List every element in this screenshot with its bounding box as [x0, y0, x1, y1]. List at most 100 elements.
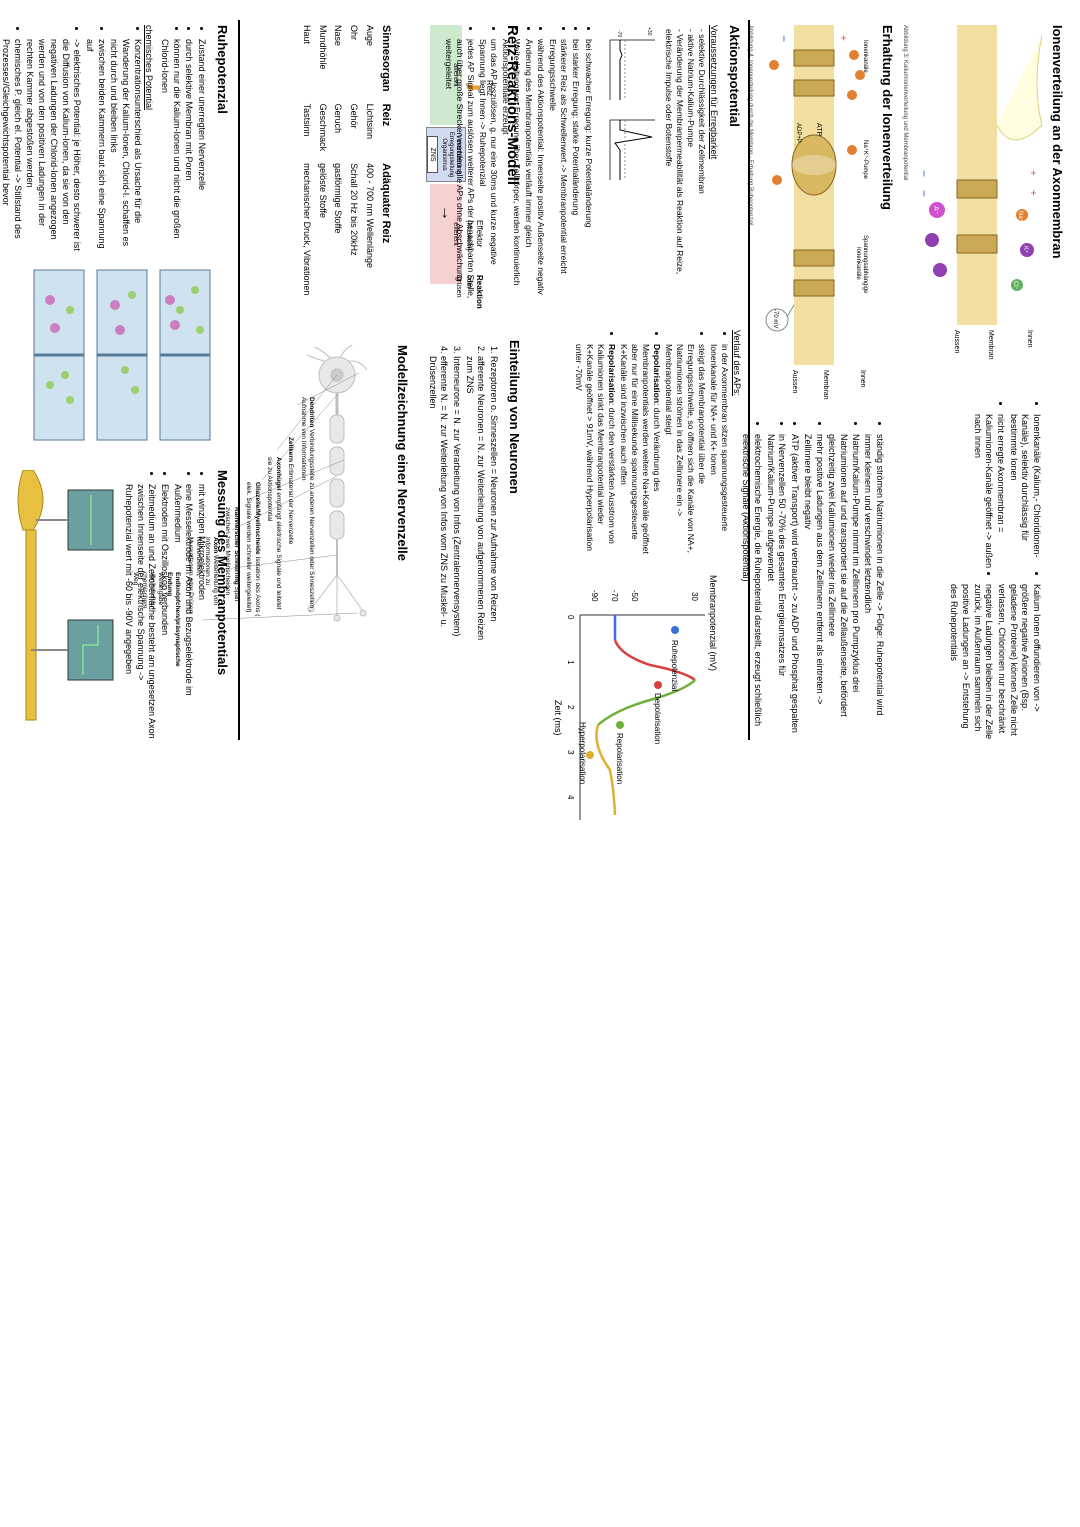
mess-item: Zeitmedium an und Zelloberfläche besteht… [122, 484, 157, 740]
list-erhalt: ständig strömen Natriumionen in die Zell… [740, 420, 885, 740]
lbl-membran2: Membran [821, 370, 830, 400]
svg-text:-50: -50 [630, 590, 639, 602]
th-organ: Sinnesorgan [377, 25, 395, 104]
erhalt-item: ständig strömen Natriumionen in die Zell… [862, 434, 885, 740]
svg-text:Spannungsabhängige: Spannungsabhängige [862, 235, 868, 294]
ruhe-svg [20, 260, 220, 450]
lbl-zk-d: Erbmaterial der Nervenzelle [287, 464, 294, 545]
svg-text:-90: -90 [590, 590, 599, 602]
list-verlauf: in der Axonmembran sitzen spannungsgeste… [573, 330, 731, 560]
svg-text:Depolarisation: Depolarisation [653, 693, 662, 744]
mess-item: mit winzigen Mikroelektroden [195, 484, 207, 740]
ein-item: Rezeptoren o. Sinneszellen = Neuronen zu… [487, 356, 499, 650]
table-row: OhrGehörSchall 20 Hz bis 20kHz [345, 25, 361, 308]
ak-item: jedes AP Signal zum auslösen weiterer AP… [443, 39, 476, 305]
lbl-dend-d: Verbindungsstelle zu anderen Nervenzelle… [300, 397, 315, 612]
ionen-item: Kalium Ionen offundieren von -> größere … [995, 584, 1042, 740]
chem-item: zwischen beiden Kammern baut sich eine S… [83, 39, 106, 255]
svg-text:+: + [1027, 170, 1038, 176]
svg-text:Zeit (ms): Zeit (ms) [553, 700, 563, 736]
svg-text:−: − [917, 190, 931, 197]
svg-text:+30: +30 [646, 27, 652, 36]
vor-title: Voraussetzungen für Erregbarkeit [709, 25, 719, 159]
ionen-item: negative Ladungen bleiben in der Zelle z… [948, 584, 995, 740]
ak-item: bei starker Erregung: starke Potentialän… [570, 39, 581, 305]
chem-item: chemisches P. gleich el. Potential -> St… [0, 39, 23, 255]
verlauf-title: Verlauf des APs: [732, 330, 742, 396]
lbl-ah: Axonhügel [275, 457, 282, 491]
ionen-item: nicht erregte Axonmembran = Kaliumionen-… [971, 414, 1006, 570]
lbl-dep: Depolarisation [652, 344, 662, 403]
th-reiz: Reiz [377, 104, 395, 164]
svg-text:Hyperpolarisation: Hyperpolarisation [578, 722, 587, 784]
svg-text:30: 30 [690, 592, 699, 601]
svg-text:−: − [917, 170, 931, 177]
sec-einteilung: Einteilung von Neuronen Rezeptoren o. Si… [425, 340, 522, 650]
svg-text:ATP: ATP [815, 123, 822, 136]
ionen-right-list: Ionenkanäle (Kalium,- Chloridionen-Kanäl… [944, 400, 1043, 740]
svg-text:3: 3 [566, 750, 575, 755]
list-chem: Konzentrationsunterschied als Ursache fü… [0, 25, 143, 255]
table-sinne: SinnesorganReizAdäquater Reiz AugeLichts… [298, 25, 395, 308]
list-einteilung: Rezeptoren o. Sinneszellen = Neuronen zu… [426, 340, 499, 650]
svg-text:+: + [837, 35, 848, 41]
mv-chart-svg: Membranpotenzial (mV) 30 -50 -70 -90 012… [550, 570, 720, 830]
lbl-membran: Membran [986, 330, 995, 360]
svg-text:1: 1 [566, 660, 575, 665]
svg-text:Na⁺K⁺-Pumpe: Na⁺K⁺-Pumpe [862, 140, 869, 180]
hr2 [748, 20, 750, 740]
ak-item: stärkerer Reiz als Schwellenwert -> Memb… [547, 39, 569, 305]
hr [238, 20, 240, 740]
title-ruhe: Ruhepotenzial [213, 25, 230, 255]
svg-text:-70: -70 [610, 590, 619, 602]
title-messung: Messung des Membranpotentials [213, 470, 230, 740]
mini-chart-svg: +30-70 [600, 25, 660, 185]
erhalt-svg: ATP ADP+P -70 mV Ionenkanäle Na⁺K⁺-Pumpe… [757, 25, 872, 365]
title-ionen: Ionenverteilung an der Axonmembran [1048, 25, 1065, 745]
chem-item: Konzentrationsunterschied als Ursache fü… [108, 39, 143, 255]
lbl-dend: Dendriten [308, 397, 315, 427]
lbl-innen: Innen [1025, 330, 1034, 360]
vl-item: in der Axonmembran sitzen spannungsgeste… [708, 344, 730, 560]
svg-text:Ruhepotenzial: Ruhepotenzial [670, 640, 679, 691]
mv-chart: Membranpotenzial (mV) 30 -50 -70 -90 012… [546, 570, 720, 750]
vor-item: - selektive Durchlässigkeit der Zellmemb… [696, 29, 707, 305]
svg-text:-70 mV: -70 mV [772, 309, 778, 328]
list-ionen: Ionenkanäle (Kalium,- Chloridionen-Kanäl… [948, 400, 1043, 740]
svg-text:+: + [1027, 190, 1038, 196]
mess-item: Elektroden mit Oszilloskop verbunden [158, 484, 170, 740]
side-labels-1: Innen Membran Aussen [952, 330, 1034, 360]
svg-text:ADP+P: ADP+P [795, 123, 801, 143]
sec-ruhe: Ruhepotenzial Zustand einer unerregten N… [0, 25, 230, 255]
ruhe-item: durch selektive Membran mit Poren [183, 39, 195, 255]
lbl-rep: Repolarisation [607, 344, 617, 403]
erhalt-list: ständig strömen Natriumionen in die Zell… [736, 420, 885, 740]
ionen-fig1: Na⁺ K⁺ Cl⁻ A⁻ ++ −− Abbildung 3: Kaliumi… [901, 25, 1042, 335]
ak-item: bei schwacher Erregung: kurze Potentialä… [583, 39, 594, 305]
mess-item: eine Messelektrode im Axon und Bezugsele… [171, 484, 194, 740]
sec-ionen: Ionenverteilung an der Axonmembran [1042, 25, 1065, 745]
erhalt-item: elektrochemische Energie, die Ruhepotent… [740, 434, 763, 740]
ein-item: efferente N. = N. zur Weiterleitung von … [426, 356, 449, 650]
ak-item: Weiterleitung von Erregung über Zellkörp… [500, 39, 522, 305]
vor-item: - aktive Natrium-Kalium-Pumpe [685, 29, 696, 305]
table-row: NaseGeruchgasförmige Stoffe [330, 25, 346, 308]
list-ruhe: Zustand einer unerregten Nervenzelle dur… [158, 25, 207, 255]
svg-text:Repolarisation: Repolarisation [615, 733, 624, 784]
ein-item: Interneurone = N. zur Verarbeitung von I… [450, 356, 462, 650]
title-aktion: Aktionspotential [725, 25, 742, 305]
lbl-zns: ZNS [427, 136, 438, 173]
figlabel-1: Abbildung 3: Kaliumionenverteilung und M… [901, 25, 909, 335]
vor-list: - selektive Durchlässigkeit der Zellmemb… [663, 25, 707, 305]
ruhe-item: können nur die Kalium-Ionen und nicht di… [158, 39, 181, 255]
sec-verlauf: Verlauf des APs: in der Axonmembran sitz… [569, 330, 742, 560]
svg-text:0: 0 [566, 615, 575, 620]
title-modell: Modellzeichnung einer Nervenzelle [393, 345, 410, 745]
table-row: AugeLichtsinn400 - 700 nm Wellenlänge [361, 25, 377, 308]
list-aktion: bei schwacher Erregung: kurze Potentialä… [443, 25, 594, 305]
ionen-item: Ionenkanäle (Kalium,- Chloridionen-Kanäl… [1007, 414, 1042, 570]
sec-erhalt: Erhaltung der Ionenverteilung ATP ADP+P … [746, 25, 895, 385]
chem-item: -> elektrisches Potential: je Höher, des… [24, 39, 82, 255]
sec-sinnesorgan: SinnesorganReizAdäquater Reiz AugeLichts… [298, 25, 395, 335]
vl-item: Repolarisation: durch den verstärkten Au… [573, 344, 617, 560]
